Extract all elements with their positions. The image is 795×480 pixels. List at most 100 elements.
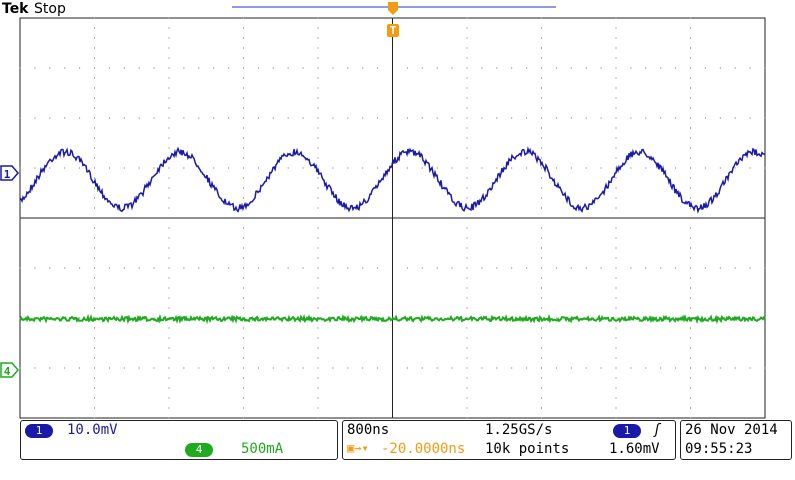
grid-dot [317,67,319,69]
grid-dot [272,267,274,269]
grid-dot [138,367,140,369]
grid-dot [541,107,542,109]
grid-dot [406,67,408,69]
grid-dot [690,177,691,179]
grid-dot [287,367,289,369]
grid-dot [436,167,438,169]
grid-dot [317,47,319,49]
grid-dot [94,277,95,279]
grid-dot [228,117,230,119]
grid-dot [570,117,572,119]
grid-dot [615,377,617,379]
grid-dot [615,127,617,129]
grid-dot [332,267,334,269]
grid-dot [198,67,200,69]
grid-dot [168,367,170,369]
grid-dot [243,247,244,249]
grid-dot [34,67,36,69]
grid-dot [690,187,691,189]
grid-dot [108,167,110,169]
grid-dot [660,117,662,119]
grid-dot [302,67,304,69]
grid-dot [600,367,602,369]
grid-dot [49,267,51,269]
grid-dot [675,117,677,119]
grid-dot [317,267,319,269]
grid-dot [94,107,95,109]
grid-dot [734,367,736,369]
grid-dot [94,417,95,419]
grid-dot [94,267,95,269]
grid-dot [243,97,244,99]
grid-dot [287,117,289,119]
grid-dot [332,167,334,169]
grid-dot [94,297,95,299]
grid-dot [690,27,691,29]
grid-dot [317,337,319,339]
grid-dot [168,147,170,149]
slope-icon: ʃ [653,422,662,438]
grid-dot [690,157,691,159]
grid-dot [570,367,572,369]
grid-dot [764,367,766,369]
grid-dot [764,267,766,269]
grid-dot [332,67,334,69]
grid-dot [257,267,259,269]
grid-dot [690,337,691,339]
grid-dot [183,67,185,69]
grid-dot [332,117,334,119]
grid-dot [183,367,185,369]
grid-dot [734,167,736,169]
grid-dot [94,77,95,79]
grid-dot [690,367,691,369]
grid-dot [615,227,617,229]
grid-dot [615,307,617,309]
grid-dot [690,77,691,79]
grid-dot [317,57,319,59]
grid-dot [317,407,319,409]
trigger-level: 1.60mV [609,441,660,457]
grid-dot [615,417,617,419]
grid-dot [555,167,557,169]
grid-dot [704,67,706,69]
grid-dot [541,327,542,329]
grid-dot [466,387,468,389]
grid-dot [541,287,542,289]
grid-dot [526,117,528,119]
grid-dot [749,67,751,69]
grid-dot [287,167,289,169]
grid-dot [690,347,691,349]
grid-dot [168,397,170,399]
grid-dot [19,117,21,119]
grid-dot [496,167,498,169]
grid-dot [272,67,274,69]
grid-dot [541,137,542,139]
grid-dot [94,147,95,149]
grid-dot [317,397,319,399]
grid-dot [94,97,95,99]
grid-dot [243,117,244,119]
grid-dot [108,117,110,119]
grid-dot [243,67,244,69]
grid-dot [94,137,95,139]
grid-dot [466,337,468,339]
grid-dot [466,247,468,249]
grid-dot [675,167,677,169]
grid-dot [541,187,542,189]
grid-dot [347,167,349,169]
grid-dot [764,317,766,319]
grid-dot [49,367,51,369]
grid-dot [377,67,379,69]
grid-dot [362,117,364,119]
grid-dot [243,417,244,419]
grid-dot [94,237,95,239]
grid-dot [168,57,170,59]
grid-dot [704,267,706,269]
grid-dot [541,417,542,419]
grid-dot [317,117,319,119]
grid-dot [243,377,244,379]
grid-dot [466,417,468,419]
grid-dot [243,137,244,139]
grid-dot [94,227,95,229]
grid-dot [660,367,662,369]
